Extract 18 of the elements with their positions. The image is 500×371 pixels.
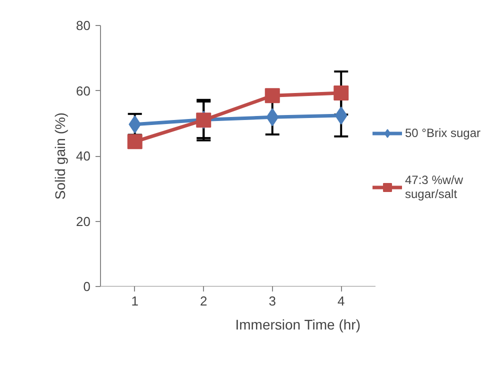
legend-label: 47:3 %w/w sugar/salt xyxy=(405,173,464,201)
x-tick-label: 3 xyxy=(268,294,276,308)
point xyxy=(264,88,280,104)
point xyxy=(266,108,279,126)
y-tick-label: 0 xyxy=(83,279,91,294)
point xyxy=(334,106,348,125)
legend-label: 50 °Brix sugar xyxy=(405,126,480,140)
y-tick-label: 20 xyxy=(76,214,91,229)
y-axis-title: Solid gain (%) xyxy=(52,112,68,200)
x-tick-label: 2 xyxy=(200,294,208,308)
y-tick-label: 80 xyxy=(76,18,91,33)
y-tick-label: 40 xyxy=(76,148,91,164)
x-tick-label: 4 xyxy=(338,294,345,308)
point xyxy=(334,86,349,101)
point xyxy=(127,134,142,150)
x-axis-title: Immersion Time (hr) xyxy=(235,316,360,332)
x-tick-label: 1 xyxy=(131,294,138,308)
y-tick-label: 60 xyxy=(76,83,91,98)
